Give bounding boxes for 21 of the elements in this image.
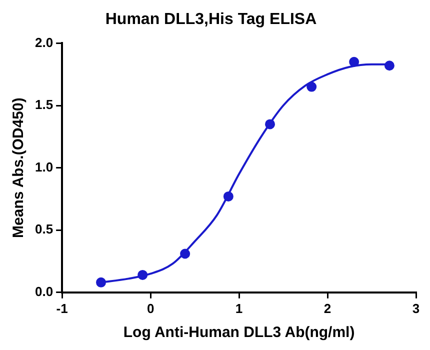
- y-tick-label: 2.0: [34, 34, 54, 50]
- point: [180, 248, 190, 259]
- y-tick-label: 0.0: [34, 284, 54, 299]
- point: [138, 270, 148, 280]
- point: [384, 60, 394, 71]
- x-axis-title: Log Anti-Human DLL3 Ab(ng/ml): [123, 324, 355, 342]
- chart-title: Human DLL3,His Tag ELISA: [105, 11, 318, 28]
- x-tick-label: 1: [235, 300, 243, 316]
- y-tick-label: 1.0: [34, 159, 54, 174]
- point: [349, 56, 360, 67]
- x-tick-label: 0: [146, 300, 154, 316]
- y-tick-label: 0.5: [34, 222, 54, 237]
- x-tick-label: 3: [412, 300, 420, 316]
- x-tick-label: -1: [56, 300, 68, 316]
- point: [96, 277, 106, 288]
- point: [265, 119, 276, 130]
- point: [306, 82, 317, 92]
- x-tick-label: 2: [324, 300, 332, 316]
- y-axis-title: Means Abs.(OD450): [10, 98, 28, 238]
- point: [223, 191, 234, 202]
- y-tick-label: 1.5: [34, 97, 54, 112]
